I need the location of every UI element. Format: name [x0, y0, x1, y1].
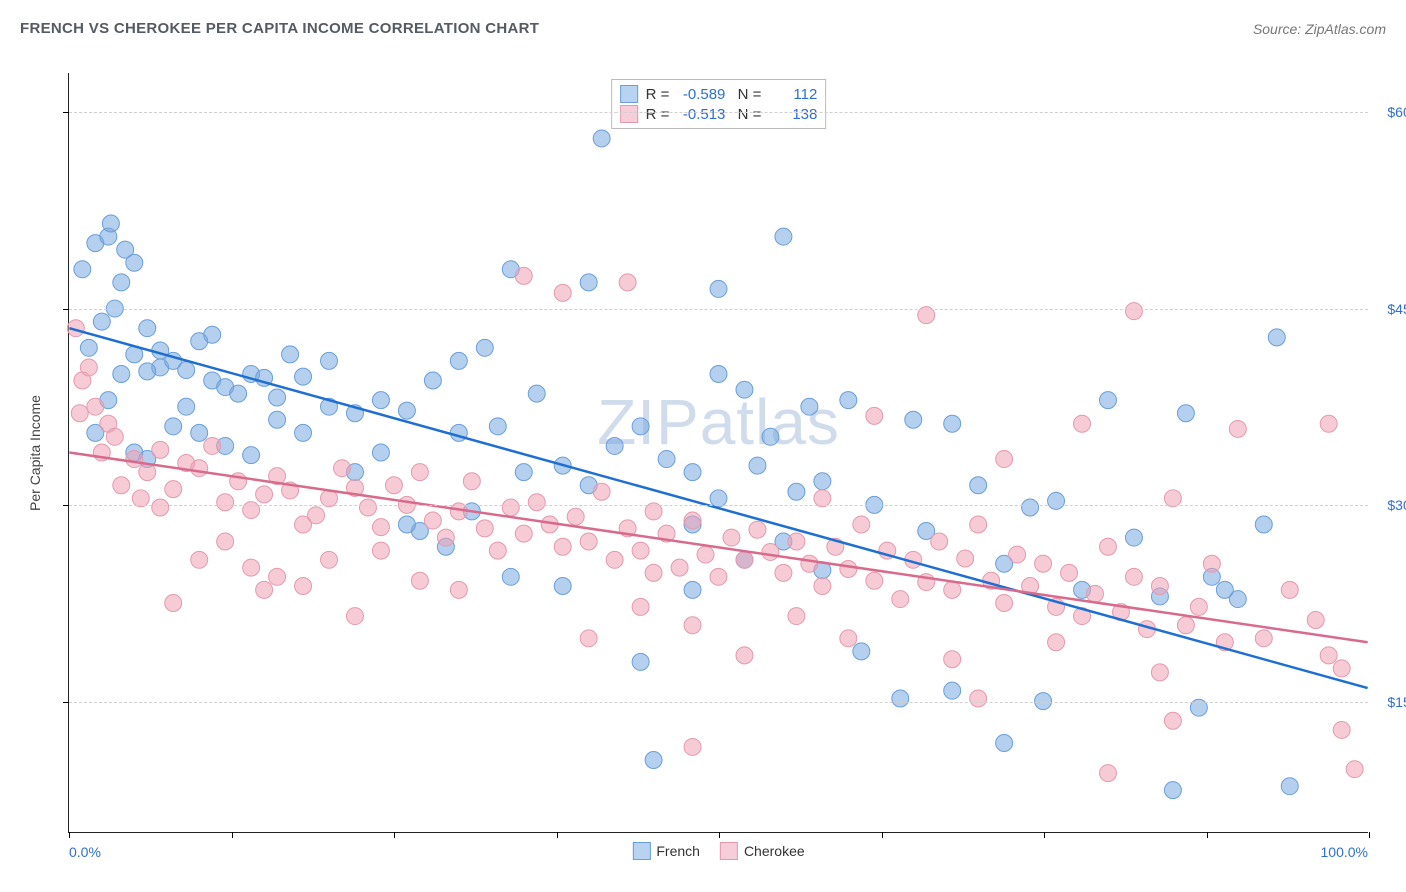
- chart-source: Source: ZipAtlas.com: [1253, 21, 1386, 37]
- x-axis-min-label: 0.0%: [69, 844, 101, 860]
- y-tick: [63, 505, 69, 506]
- x-tick: [1207, 832, 1208, 838]
- chart-plot-area: ZIPatlas Per Capita Income R = -0.589 N …: [68, 73, 1368, 833]
- stats-r-label: R =: [646, 106, 670, 123]
- regression-line-french: [69, 328, 1367, 688]
- x-tick: [69, 832, 70, 838]
- x-axis-max-label: 100.0%: [1321, 844, 1368, 860]
- legend-item-cherokee: Cherokee: [720, 842, 805, 860]
- y-tick-label: $30,000: [1378, 497, 1406, 513]
- y-tick-label: $45,000: [1378, 301, 1406, 317]
- chart-title: FRENCH VS CHEROKEE PER CAPITA INCOME COR…: [20, 20, 539, 37]
- x-tick: [1369, 832, 1370, 838]
- y-gridline: [69, 309, 1368, 310]
- swatch-french-icon: [632, 842, 650, 860]
- swatch-french-icon: [620, 85, 638, 103]
- x-tick: [719, 832, 720, 838]
- y-tick: [63, 702, 69, 703]
- y-gridline: [69, 702, 1368, 703]
- regression-line-cherokee: [69, 453, 1367, 643]
- y-tick: [63, 112, 69, 113]
- chart-container: FRENCH VS CHEROKEE PER CAPITA INCOME COR…: [20, 20, 1386, 872]
- stats-row-cherokee: R = -0.513 N = 138: [620, 104, 818, 124]
- stats-row-french: R = -0.589 N = 112: [620, 84, 818, 104]
- stats-r-french: -0.589: [677, 86, 725, 103]
- x-tick: [557, 832, 558, 838]
- legend-label-french: French: [656, 843, 700, 859]
- legend-label-cherokee: Cherokee: [744, 843, 805, 859]
- y-tick: [63, 309, 69, 310]
- chart-header: FRENCH VS CHEROKEE PER CAPITA INCOME COR…: [20, 20, 1386, 37]
- stats-n-french: 112: [769, 86, 817, 103]
- y-tick-label: $60,000: [1378, 104, 1406, 120]
- stats-r-label: R =: [646, 86, 670, 103]
- stats-n-label: N =: [733, 106, 761, 123]
- y-gridline: [69, 112, 1368, 113]
- x-tick: [882, 832, 883, 838]
- y-axis-title: Per Capita Income: [27, 395, 43, 511]
- swatch-cherokee-icon: [720, 842, 738, 860]
- chart-regression-layer: [69, 73, 1368, 832]
- chart-stats-legend: R = -0.589 N = 112 R = -0.513 N = 138: [611, 79, 827, 129]
- y-tick-label: $15,000: [1378, 694, 1406, 710]
- x-tick: [1044, 832, 1045, 838]
- stats-n-label: N =: [733, 86, 761, 103]
- swatch-cherokee-icon: [620, 105, 638, 123]
- stats-r-cherokee: -0.513: [677, 106, 725, 123]
- stats-n-cherokee: 138: [769, 106, 817, 123]
- legend-item-french: French: [632, 842, 700, 860]
- x-tick: [394, 832, 395, 838]
- y-gridline: [69, 505, 1368, 506]
- x-tick: [232, 832, 233, 838]
- chart-series-legend: French Cherokee: [632, 842, 804, 860]
